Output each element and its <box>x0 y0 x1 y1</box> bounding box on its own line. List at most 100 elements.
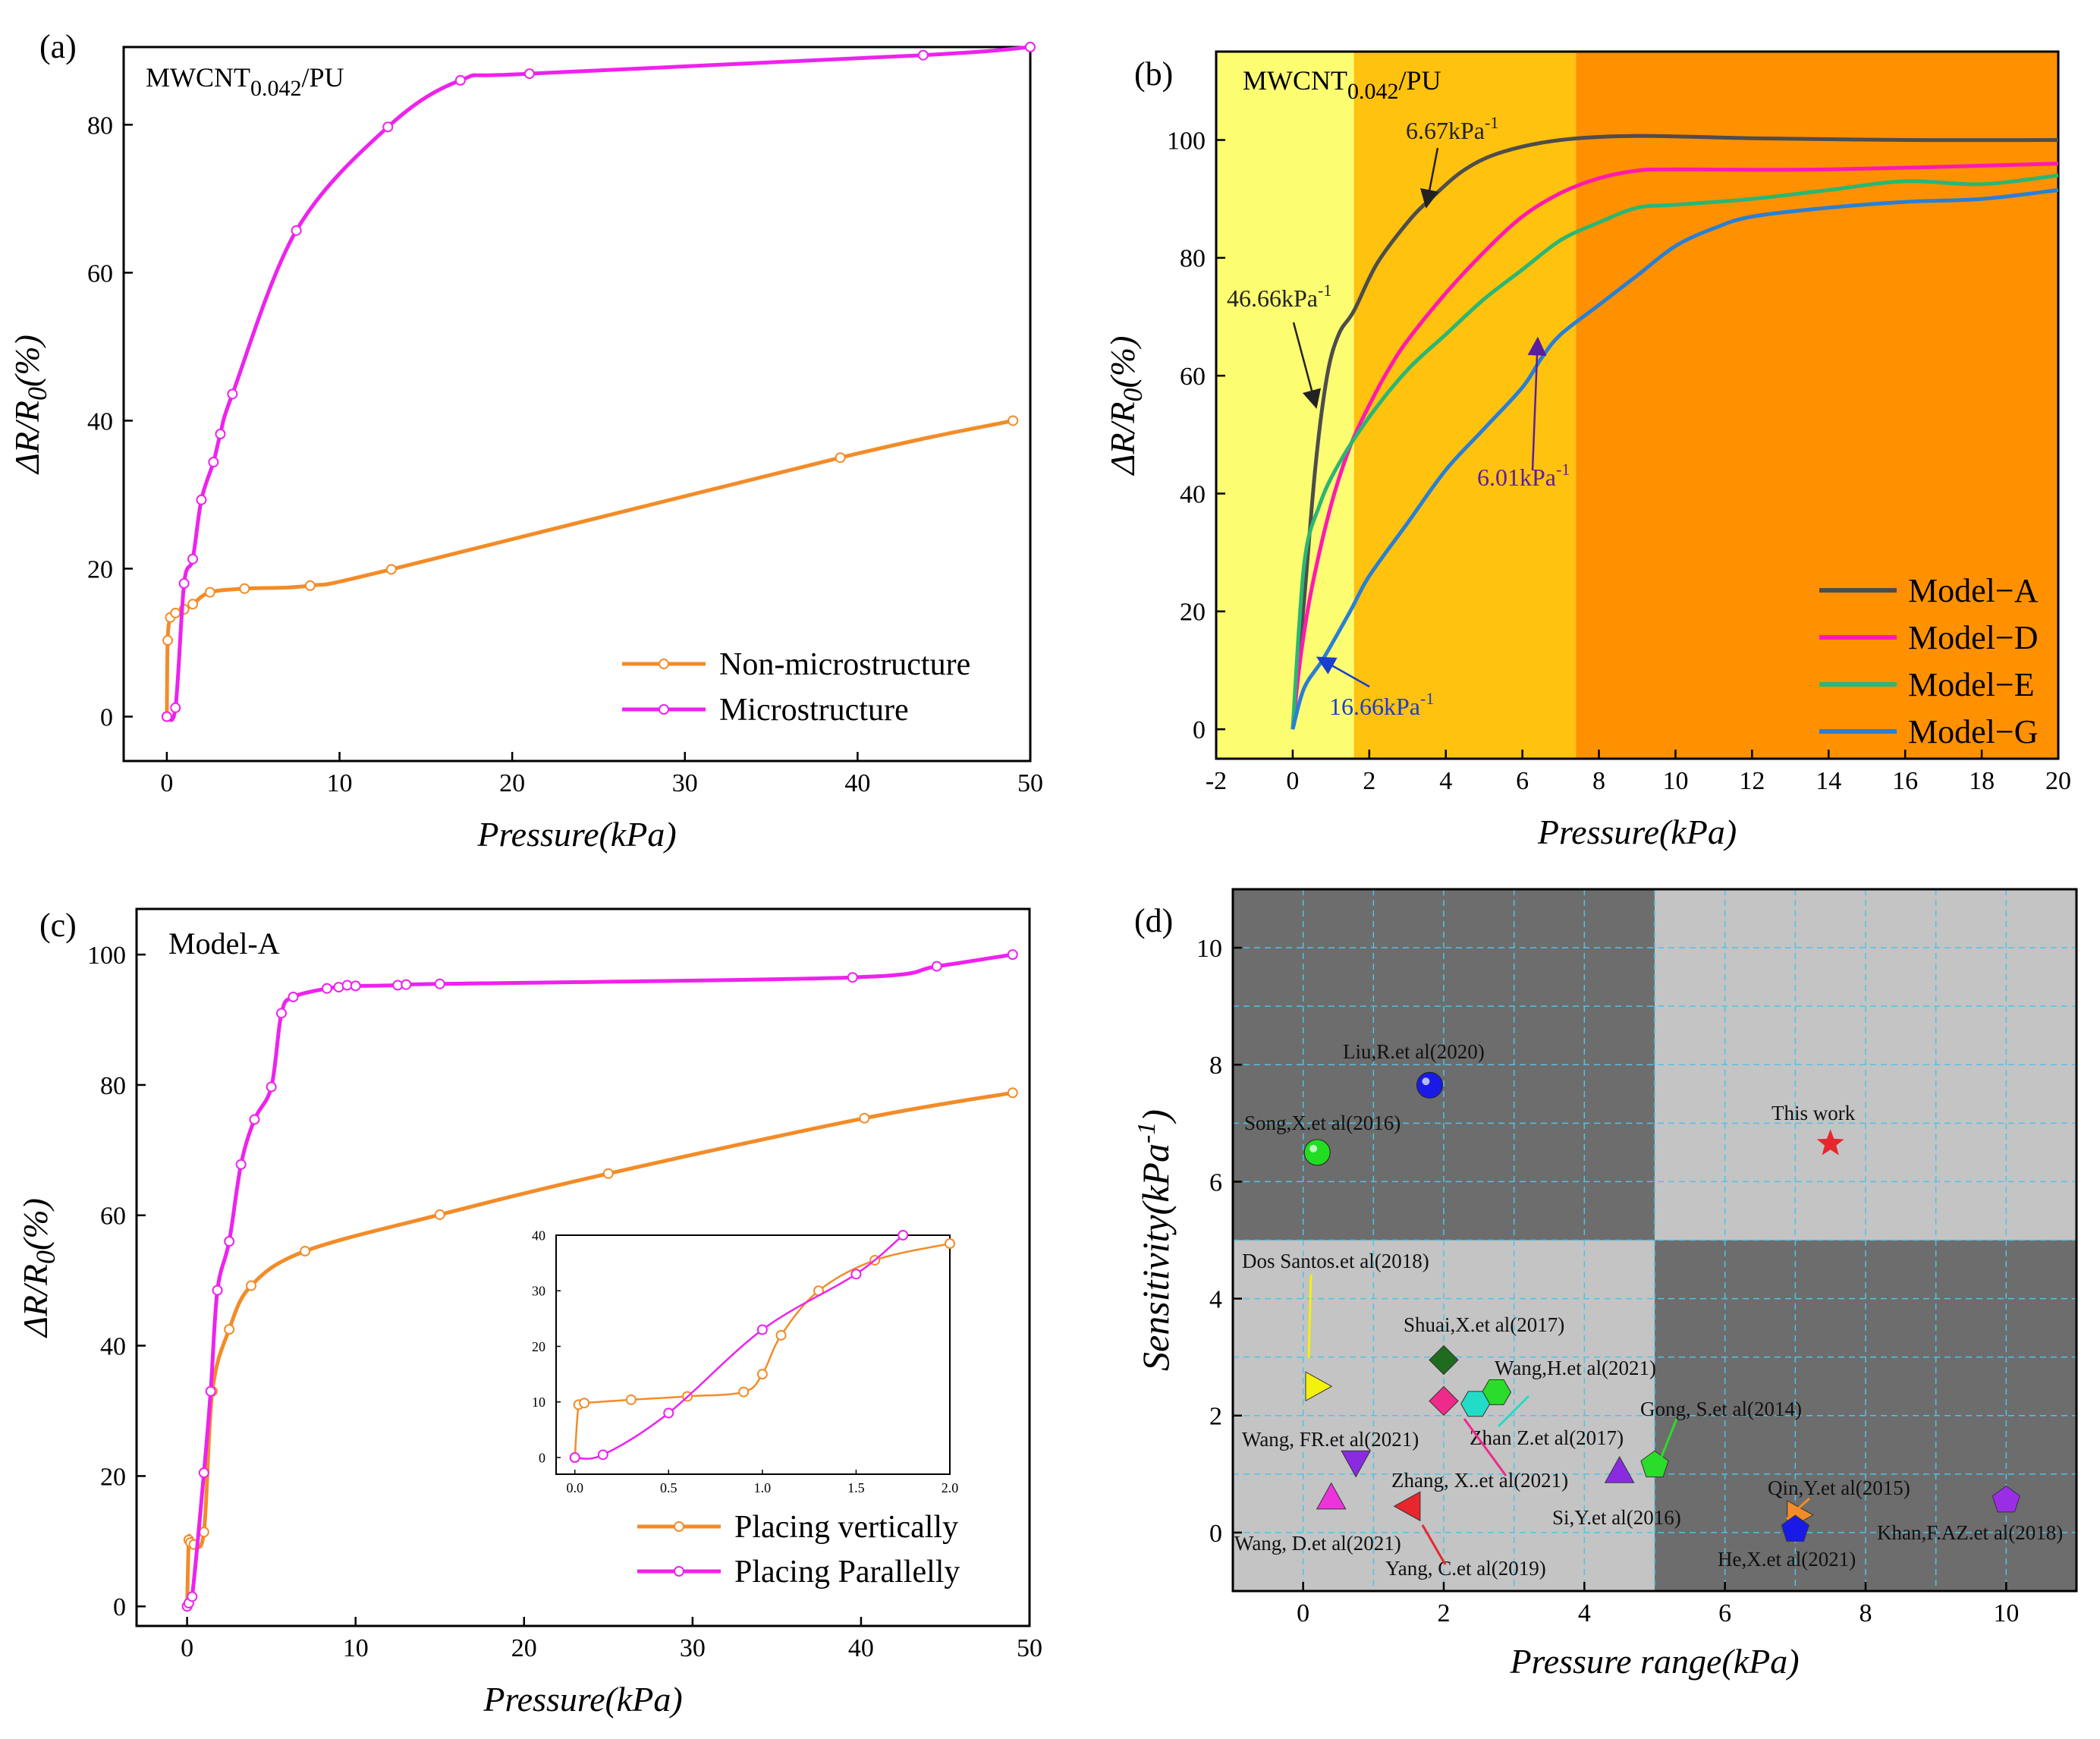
data-point <box>898 1230 909 1241</box>
x-tick-label: 20 <box>499 769 525 797</box>
x-tick-label: 1.5 <box>847 1480 865 1495</box>
point-highlight <box>1422 1077 1430 1086</box>
data-point <box>931 961 942 972</box>
data-point <box>304 580 316 591</box>
data-point <box>198 1467 209 1479</box>
data-point <box>212 1285 223 1296</box>
data-point <box>850 1269 862 1280</box>
leader-arrow <box>1463 1418 1507 1476</box>
data-point <box>187 553 199 564</box>
x-tick-label: 30 <box>672 769 698 797</box>
x-tick-label: 0 <box>1286 767 1299 795</box>
y-tick-label: 8 <box>1209 1052 1222 1080</box>
data-point <box>454 74 466 86</box>
y-tick-label: 80 <box>87 112 113 140</box>
point-label: Dos Santos.et al(2018) <box>1242 1250 1429 1272</box>
panel-title: Model-A <box>168 926 280 961</box>
data-point <box>249 1114 260 1125</box>
point-dos-santos-et-al-2018 <box>1305 1371 1333 1402</box>
data-point <box>1025 42 1036 52</box>
y-tick-label: 6 <box>1209 1168 1222 1197</box>
panel-a: (a) 0 10 20 30 40 50 0 20 40 60 80 MWCNT0.042/PU Non-… <box>8 28 1043 854</box>
data-point <box>178 577 190 589</box>
point-he-x-et-al-2021 <box>1781 1514 1809 1542</box>
x-tick-label: 50 <box>1017 769 1043 797</box>
legend-label: Placing vertically <box>734 1510 958 1545</box>
data-point <box>775 1329 787 1341</box>
y-tick-label: 40 <box>1180 480 1206 508</box>
y-tick-label: 60 <box>1180 363 1206 391</box>
y-tick-label: 0 <box>539 1450 545 1465</box>
data-point <box>224 1324 235 1335</box>
legend-label: Placing Parallelly <box>734 1555 960 1590</box>
y-tick-label: 20 <box>87 555 113 583</box>
x-tick-label: 10 <box>343 1634 369 1662</box>
data-point <box>208 457 219 468</box>
x-tick-label: 6 <box>1718 1599 1731 1627</box>
data-point <box>170 607 181 618</box>
x-tick-label: 14 <box>1815 767 1841 795</box>
point-label: Wang,H.et al(2021) <box>1495 1357 1656 1379</box>
data-point <box>321 983 332 994</box>
data-point <box>227 388 238 400</box>
x-tick-label: 20 <box>511 1634 537 1662</box>
x-axis-title: Pressure(kPa) <box>1537 813 1737 851</box>
data-point <box>1007 949 1018 961</box>
data-point <box>161 711 172 722</box>
y-tick-label: 0 <box>100 703 113 731</box>
legend-label: Model−A <box>1908 572 2039 609</box>
y-axis-title: ΔR/R0(%) <box>8 335 52 475</box>
leader-arrow <box>1497 1395 1530 1428</box>
panel-d: (d) 0 2 4 6 8 10 0 2 4 6 8 10 Pressure range(kPa) Sens… <box>1133 888 2078 1681</box>
point-zhang-x-et-al-2021 <box>1429 1385 1459 1417</box>
point-shuai-x-et-al-2017 <box>1429 1344 1459 1376</box>
x-tick-label: 10 <box>1993 1599 2019 1627</box>
annotation-arrow <box>1316 656 1370 688</box>
point-label: Gong, S.et al(2014) <box>1640 1398 1802 1420</box>
data-point <box>333 982 344 993</box>
data-point <box>597 1449 608 1461</box>
x-tick-label: 8 <box>1592 767 1605 795</box>
y-tick-label: 10 <box>532 1395 545 1410</box>
point-this-work <box>1816 1129 1844 1156</box>
y-tick-label: 40 <box>87 407 113 436</box>
data-point <box>738 1386 750 1398</box>
data-point <box>291 225 302 236</box>
y-tick-label: 20 <box>532 1339 545 1354</box>
point-label: This work <box>1771 1102 1856 1124</box>
x-tick-label: 2.0 <box>942 1480 959 1495</box>
y-tick-label: 0 <box>113 1593 126 1621</box>
y-tick-label: 80 <box>1180 245 1206 273</box>
inset-chart: 0.0 0.5 1.0 1.5 2.0 0 10 20 30 40 <box>532 1228 958 1495</box>
panel-label: (b) <box>1134 55 1173 93</box>
data-point <box>300 1246 311 1257</box>
data-point <box>756 1324 768 1335</box>
annotation-arrow <box>1292 322 1322 409</box>
x-tick-label: 0.5 <box>660 1480 677 1495</box>
legend-marker <box>674 1521 684 1532</box>
data-point <box>401 979 412 990</box>
point-label: Shuai,X.et al(2017) <box>1404 1313 1564 1336</box>
x-tick-label: 50 <box>1017 1634 1042 1662</box>
y-tick-label: 40 <box>100 1332 126 1360</box>
data-point <box>196 494 207 505</box>
legend-marker <box>674 1566 684 1577</box>
y-tick-label: 40 <box>532 1228 545 1243</box>
leader-arrow <box>1785 1497 1811 1520</box>
x-tick-label: 16 <box>1892 767 1918 795</box>
x-tick-label: 40 <box>844 769 870 797</box>
legend-marker <box>659 704 669 715</box>
data-point <box>625 1394 637 1405</box>
y-axis-title: Sensitivity(kPa-1) <box>1133 1109 1177 1371</box>
data-point <box>434 1209 445 1220</box>
point-label: He,X.et al(2021) <box>1718 1548 1856 1571</box>
x-tick-label: 8 <box>1860 1599 1872 1627</box>
x-tick-label: 0 <box>160 769 173 797</box>
series-line-model-g <box>1290 188 2059 730</box>
data-point <box>224 1236 235 1247</box>
x-tick-label: 0 <box>181 1634 193 1662</box>
data-point <box>523 68 535 80</box>
x-tick-label: 4 <box>1439 767 1452 795</box>
